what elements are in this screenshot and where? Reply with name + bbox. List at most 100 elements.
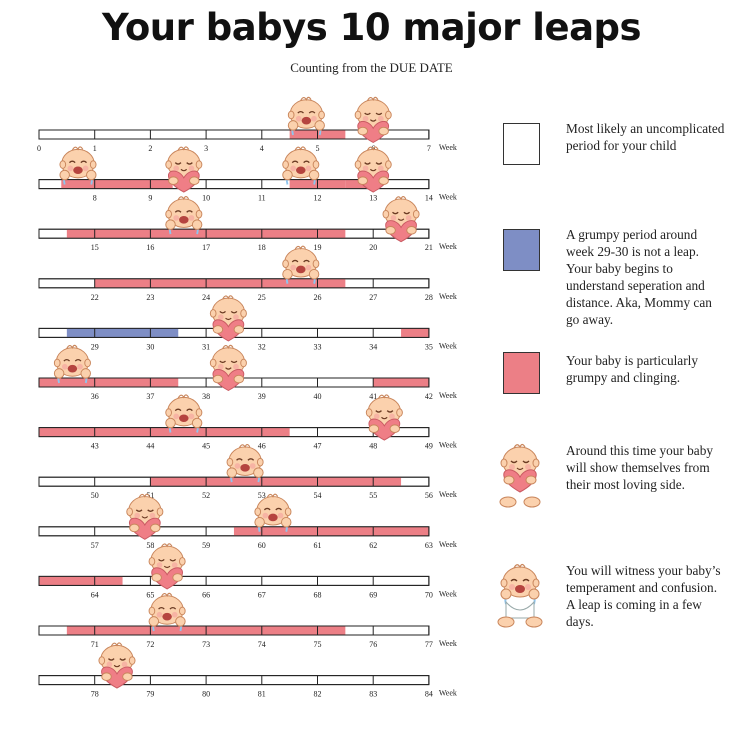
week-tick-label: 70 (425, 590, 433, 599)
week-tick-label: 83 (369, 690, 377, 699)
week-tick-label: 47 (314, 442, 322, 451)
baby-heart-icon (499, 442, 541, 508)
week-tick-label: 39 (258, 392, 266, 401)
week-tick-label: 44 (146, 442, 154, 451)
baby-crying-icon (288, 97, 324, 135)
week-tick-label: 56 (425, 491, 433, 500)
timeline-row-0: 01234567Week (37, 129, 457, 153)
week-tick-label: 63 (425, 541, 433, 550)
week-tick-label: 43 (91, 442, 99, 451)
week-tick-label: 37 (146, 392, 154, 401)
legend-text-blue: A grumpy period around week 29-30 is not… (566, 227, 712, 327)
baby-crying-marker (166, 395, 202, 433)
baby-crying-icon (166, 395, 202, 433)
grumpy-period (373, 378, 429, 387)
grumpy-period (61, 179, 173, 189)
week-tick-label: 41 (369, 392, 377, 401)
week-tick-label: 32 (258, 342, 266, 351)
week-tick-label: 51 (146, 491, 154, 500)
grumpy-period (150, 477, 402, 487)
legend-text-uncomplicated: Most likely an uncomplicated period for … (566, 121, 725, 153)
week-tick-label: 77 (425, 640, 433, 649)
week-unit-label: Week (439, 292, 457, 301)
week-tick-label: 15 (91, 243, 99, 252)
legend-swatch-white (503, 123, 540, 165)
week-tick-label: 84 (425, 690, 433, 699)
timeline-row-4: 29 30 31 32 33 34 35 Week (38, 327, 457, 351)
week-tick-label: 14 (425, 194, 433, 203)
grumpy-period (94, 278, 346, 288)
baby-crying-icon (54, 345, 90, 383)
week-tick-label: 53 (258, 491, 266, 500)
week-tick-label: 67 (258, 590, 266, 599)
week-tick-label: 45 (202, 442, 210, 451)
week-tick-label: 1 (93, 144, 97, 153)
legend-text-red: Your baby is particularly grumpy and cli… (566, 353, 698, 385)
week-tick-label: 5 (316, 144, 320, 153)
week-tick-label: 60 (258, 541, 266, 550)
week-tick-label: 58 (146, 541, 154, 550)
baby-crying-icon (166, 197, 202, 235)
week-tick-label: 78 (91, 690, 99, 699)
week-tick-label: 69 (369, 590, 377, 599)
baby-crying-icon (497, 562, 543, 628)
week-tick-label: 0 (37, 144, 41, 153)
week-tick-label: 28 (425, 293, 433, 302)
timeline-row-9: 64 65 66 67 68 69 70 Week (38, 575, 457, 599)
week-tick-label: 38 (202, 392, 210, 401)
week-unit-label: Week (439, 689, 457, 698)
week-tick-label: 49 (425, 442, 433, 451)
week-unit-label: Week (439, 441, 457, 450)
grumpy-period (401, 328, 429, 338)
week-tick-label: 35 (425, 342, 433, 351)
grumpy-period (39, 427, 290, 437)
week-tick-label: 21 (425, 243, 433, 252)
week-tick-label: 57 (91, 541, 99, 550)
week-tick-label: 17 (202, 243, 210, 252)
timeline-row-11: 78 79 80 81 82 83 84 Week (38, 675, 457, 699)
week-unit-label: Week (439, 143, 457, 152)
week-tick-label: 25 (258, 293, 266, 302)
week-tick-label: 46 (258, 442, 266, 451)
week-tick-label: 12 (314, 194, 322, 203)
grumpy-period (39, 378, 179, 387)
week-unit-label: Week (439, 341, 457, 350)
week-tick-label: 82 (314, 690, 322, 699)
week-tick-label: 30 (146, 342, 154, 351)
timeline-row-7: 50 51 52 53 54 55 56 Week (38, 476, 457, 500)
page-subtitle: Counting from the DUE DATE (290, 60, 453, 75)
timeline-row-3: 22 23 24 25 26 27 28 Week (38, 278, 457, 302)
week-tick-label: 13 (369, 194, 377, 203)
week-tick-label: 4 (260, 144, 264, 153)
legend-swatch-red (503, 352, 540, 394)
week-tick-label: 76 (369, 640, 377, 649)
week-tick-label: 80 (202, 690, 210, 699)
baby-crying-icon (283, 147, 319, 185)
timeline-bar (38, 675, 430, 686)
week-tick-label: 11 (258, 194, 266, 203)
grumpy-period (39, 576, 123, 586)
week-tick-label: 50 (91, 491, 99, 500)
week-tick-label: 22 (91, 293, 99, 302)
timeline-row-1: 8 9 10 11 12 13 14 Week (38, 179, 457, 203)
week-tick-label: 64 (91, 590, 99, 599)
legend-swatch-blue (503, 229, 540, 271)
week-tick-label: 62 (369, 541, 377, 550)
grumpy-period (233, 526, 429, 536)
week-tick-label: 68 (314, 590, 322, 599)
week-unit-label: Week (439, 589, 457, 598)
week-tick-label: 26 (314, 293, 322, 302)
legend-text-heart: Around this time your baby will show the… (566, 443, 713, 492)
week-tick-label: 24 (202, 293, 210, 302)
week-tick-label: 20 (369, 243, 377, 252)
week-tick-label: 42 (425, 392, 433, 401)
week-tick-label: 66 (202, 590, 210, 599)
week-unit-label: Week (439, 242, 457, 251)
week-tick-label: 10 (202, 194, 210, 203)
week-tick-label: 55 (369, 491, 377, 500)
timeline-row-5: 36 37 38 39 40 41 42 Week (38, 377, 457, 401)
baby-crying-marker (288, 97, 324, 135)
week-tick-label: 9 (148, 194, 152, 203)
week-tick-label: 79 (146, 690, 154, 699)
week-unit-label: Week (439, 540, 457, 549)
